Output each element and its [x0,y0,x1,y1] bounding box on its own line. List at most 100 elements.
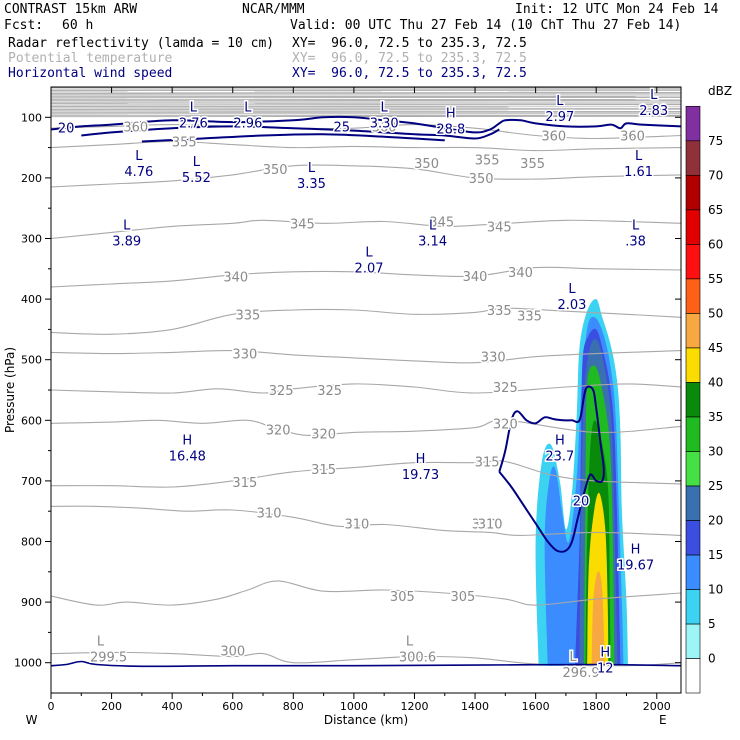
wind-extremum-marker: L [190,100,198,115]
theta-label: 320 [311,428,336,443]
theta-extremum-marker: L [569,650,577,665]
wind-extremum-marker: L [308,161,316,176]
wind-extremum-value: 2.96 [233,116,262,131]
wind-extremum-value: 3.30 [370,116,399,131]
field-2-xy: XY= 96.0, 72.5 to 235.3, 72.5 [292,51,527,66]
wind-contour-10 [50,660,682,668]
y-tick-label: 400 [21,293,42,306]
colorbar-bin [685,485,701,521]
x-tick-label: 200 [101,700,122,713]
theta-label: 360 [123,120,148,135]
colorbar-level-label: 35 [708,410,723,424]
wind-extremum-value: 2.97 [545,110,574,125]
theta-contour-340 [50,266,682,288]
fcst-label: Fcst: [4,18,44,33]
theta-label: 340 [463,270,488,285]
wind-extremum-value: 3.35 [297,177,326,192]
theta-label: 335 [487,304,512,319]
x-tick-label: 1000 [340,700,368,713]
field-2-name: Potential temperature [8,51,173,66]
wind-extremum-value: 3.89 [112,234,141,249]
wind-extremum-marker: L [635,149,643,164]
colorbar-level-label: 20 [708,513,723,527]
colorbar-bin [685,105,701,142]
model-title: CONTRAST 15km ARW [4,2,138,17]
wind-extremum-marker: H [600,646,610,661]
field-1-xy: XY= 96.0, 72.5 to 235.3, 72.5 [292,36,527,51]
wind-extremum-marker: L [556,94,564,109]
wind-extremum-value: 4.76 [124,165,153,180]
wind-extremum-marker: H [446,106,456,121]
theta-extremum-marker: L [406,635,414,650]
colorbar-level-label: 55 [708,272,723,286]
theta-contour-310 [50,505,682,536]
wind-contour-25 [141,133,445,143]
colorbar-bin [685,244,701,280]
wind-extremum-marker: L [365,246,373,261]
field-3-name: Horizontal wind speed [8,66,173,81]
x-tick-label: 800 [283,700,304,713]
wind-extremum-marker: H [555,434,565,449]
theta-label: 315 [232,476,257,491]
theta-contour-330 [50,349,682,364]
colorbar-bin [685,382,701,418]
theta-label: 310 [344,517,369,532]
wind-contour-label: 20 [573,494,590,509]
org-label: NCAR/MMM [242,2,305,17]
colorbar-level-label: 65 [708,203,723,217]
x-tick-label: 1200 [400,700,428,713]
theta-contour-355 [50,140,682,152]
field-1-name: Radar reflectivity (lamda = 10 cm) [8,36,275,51]
wind-extremum-value: 23.7 [545,450,574,465]
theta-label: 350 [469,172,494,187]
theta-label: 320 [266,423,291,438]
y-tick-label: 200 [21,172,42,185]
wind-extremum-value: .38 [625,234,646,249]
colorbar-bin [685,140,701,176]
theta-label: 360 [541,129,566,144]
theta-contour-335 [50,307,682,335]
colorbar-bin [685,174,701,211]
theta-label: 355 [475,154,500,169]
y-tick-label: 500 [21,354,42,367]
fcst-value: 60 h [62,18,94,33]
x-tick-label: 400 [162,700,183,713]
colorbar-bin [685,278,701,314]
theta-label: 340 [223,271,248,286]
x-tick-label: 1600 [522,700,550,713]
theta-label: 325 [269,384,294,399]
theta-label: 330 [481,351,506,366]
y-tick-label: 900 [21,596,42,609]
colorbar-bin [685,623,701,659]
theta-label: 335 [235,308,260,323]
wind-extremum-value: 19.67 [617,559,654,574]
colorbar-level-label: 10 [708,582,723,596]
colorbar-level-label: 5 [708,617,716,631]
theta-label: 320 [493,417,518,432]
wind-extremum-marker: L [193,155,201,170]
theta-label: 305 [451,590,476,605]
colorbar-bin [685,209,701,245]
wind-extremum-marker: L [244,100,252,115]
reflectivity-cell-45-dbz [591,571,605,666]
x-axis-east-label: E [659,713,667,727]
theta-label: 345 [487,220,512,235]
x-tick-label: 1800 [582,700,610,713]
wind-extremum-marker: L [429,218,437,233]
colorbar-level-label: 45 [708,341,723,355]
x-tick-label: 1400 [461,700,489,713]
wind-contour-20 [498,385,605,553]
wind-extremum-value: 16.48 [169,450,206,465]
x-tick-label: 0 [48,700,55,713]
theta-label: 305 [390,590,415,605]
theta-contour-350 [50,164,682,188]
y-tick-label: 800 [21,536,42,549]
colorbar-bin [685,658,701,694]
wind-extremum-value: 3.14 [418,234,447,249]
theta-label: 325 [317,384,342,399]
theta-label: 345 [429,216,454,231]
colorbar-bin [685,347,701,383]
theta-extremum-value: 299.5 [90,651,127,666]
colorbar-bin [685,451,701,487]
y-tick-label: 100 [21,111,42,124]
